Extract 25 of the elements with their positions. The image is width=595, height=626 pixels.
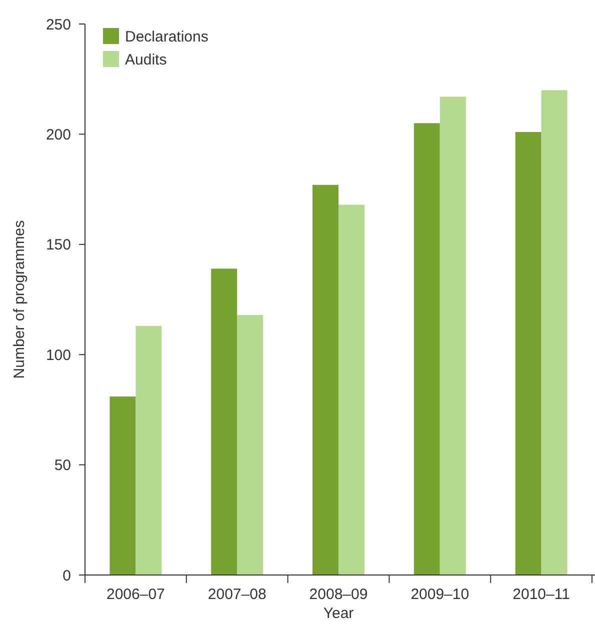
x-axis-title: Year: [323, 605, 354, 622]
x-tick-label: 2010–11: [512, 586, 570, 603]
bar: [110, 396, 136, 575]
y-tick-label: 250: [46, 16, 71, 34]
x-tick-label: 2009–10: [410, 586, 470, 603]
legend-label: Audits: [125, 51, 167, 68]
bar: [136, 326, 162, 575]
legend-label: Declarations: [125, 28, 208, 46]
bar: [541, 90, 568, 575]
bar: [211, 268, 238, 575]
bar: [440, 96, 466, 575]
y-axis-title: Number of programmes: [11, 220, 28, 379]
y-tick-label: 50: [54, 457, 71, 474]
y-tick-label: 200: [46, 126, 71, 144]
x-tick-label: 2006–07: [106, 586, 165, 603]
bar: [312, 184, 338, 575]
y-tick-label: 150: [46, 236, 71, 254]
y-tick-label: 0: [62, 567, 71, 584]
bar: [237, 314, 264, 575]
bar: [338, 204, 364, 575]
x-tick-label: 2008–09: [309, 586, 368, 603]
y-tick-label: 100: [46, 346, 71, 364]
bar: [515, 132, 542, 575]
bar: [414, 123, 440, 575]
x-tick-label: 2007–08: [208, 586, 266, 603]
